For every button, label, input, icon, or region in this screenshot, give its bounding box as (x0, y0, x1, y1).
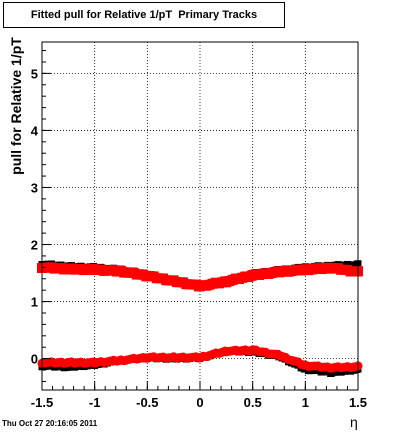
y-tick-label: 3 (31, 180, 38, 195)
data-series (37, 260, 363, 378)
x-axis-title: η (350, 414, 358, 430)
tick-labels: -1.5 -1 -0.5 0 0.5 1 1.5 0 1 2 3 4 5 (31, 66, 367, 410)
y-tick-label: 2 (31, 238, 38, 253)
x-tick-label: -1.5 (31, 395, 53, 410)
chart-title: Fitted pull for Relative 1/pT Primary Tr… (3, 2, 285, 28)
x-tick-label: -1 (89, 395, 101, 410)
series-1-sigma (37, 262, 363, 292)
series-3-mean (37, 345, 363, 373)
y-tick-label: 0 (31, 352, 38, 367)
x-tick-label: 1 (302, 395, 309, 410)
y-axis-title: pull for Relative 1/pT (8, 37, 24, 175)
x-tick-label: 0 (196, 395, 203, 410)
axis-ticks (41, 50, 359, 390)
y-tick-label: 4 (31, 123, 39, 138)
timestamp-footer: Thu Oct 27 20:16:05 2011 (2, 419, 98, 428)
x-tick-label: 0.5 (244, 395, 262, 410)
x-tick-label: 1.5 (349, 395, 367, 410)
grid-lines (41, 42, 359, 390)
y-tick-label: 1 (31, 295, 38, 310)
x-tick-label: -0.5 (136, 395, 158, 410)
y-tick-label: 5 (31, 66, 38, 81)
